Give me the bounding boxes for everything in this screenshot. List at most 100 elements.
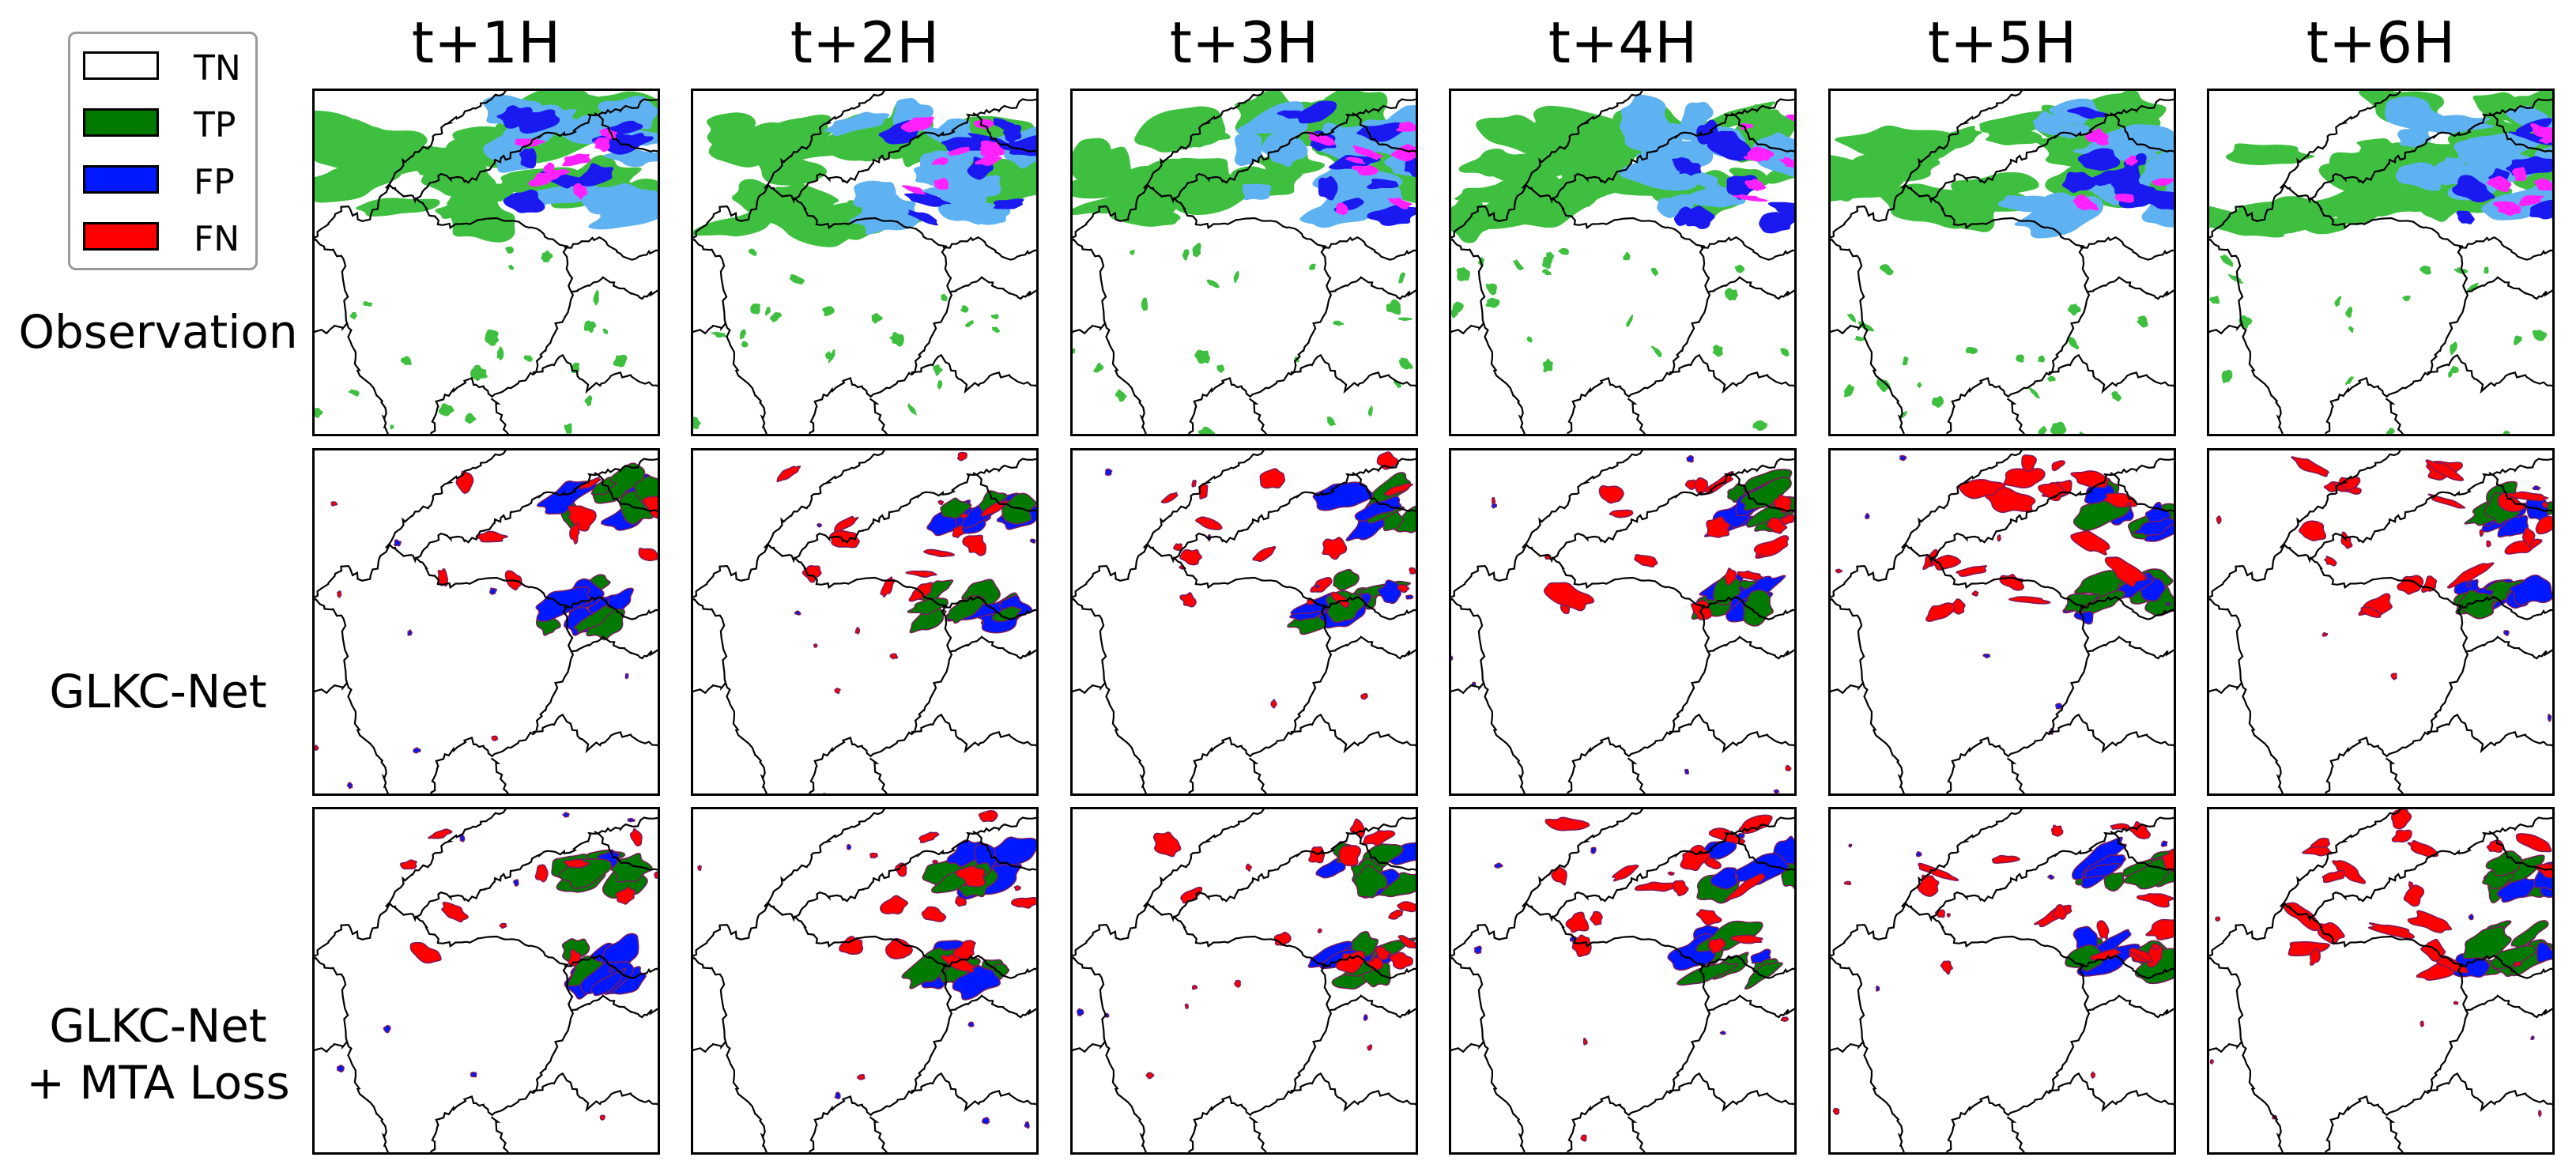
province-border (2385, 398, 2405, 436)
panel-frame (312, 807, 660, 1155)
category-cell-tp (573, 605, 616, 634)
province-border (1328, 635, 1418, 660)
province-border (691, 956, 768, 1155)
province-border (564, 596, 660, 620)
precip-cell (750, 303, 761, 315)
precip-cell (1734, 264, 1745, 273)
province-border (949, 635, 1039, 660)
category-cell-fp (2165, 601, 2171, 606)
province-border (1828, 96, 2176, 239)
precip-cell (1449, 198, 1492, 243)
category-cell-tp (2065, 944, 2103, 972)
precip-cell (991, 326, 1001, 334)
province-border (1828, 682, 1864, 695)
category-cell-fn (2321, 869, 2345, 884)
category-cell-fn (1832, 1107, 1840, 1115)
precip-cell (1318, 175, 1338, 201)
province-border (1070, 96, 1418, 239)
legend-swatch-tn (83, 51, 159, 80)
category-cell-fn (1940, 960, 1954, 975)
category-cell-fn (1010, 896, 1039, 909)
precip-cell (748, 248, 757, 256)
category-cell-fp (346, 782, 353, 790)
province-border (312, 322, 348, 335)
category-cell-tp (2510, 920, 2549, 948)
precip-cell (765, 307, 771, 316)
category-cell-fn (2051, 460, 2066, 472)
map-observation-t2 (691, 89, 1039, 436)
panel-frame (1070, 807, 1418, 1155)
category-cell-fn (2408, 881, 2414, 889)
category-cell-fn (1551, 866, 1567, 886)
legend-label-fp: FP (194, 162, 235, 202)
category-cell-fp (1077, 1008, 1084, 1016)
precip-cell (1916, 382, 1922, 389)
precip-cell (1450, 307, 1458, 318)
category-cell-fp (535, 586, 594, 623)
category-cell-fn (1695, 909, 1722, 925)
category-cell-fn (1609, 509, 1634, 518)
category-cell-fn (937, 499, 945, 505)
category-cell-fn (1252, 546, 1277, 563)
category-cell-fn (2419, 1020, 2424, 1027)
category-cell-fn (2447, 562, 2495, 589)
map-observation-t6 (2207, 89, 2555, 436)
category-cell-fn (399, 859, 417, 870)
category-cell-fn (2216, 515, 2222, 525)
precip-cell (562, 153, 591, 167)
precip-cell (2450, 365, 2459, 374)
precip-cell (789, 274, 805, 285)
precip-cell (1336, 202, 1348, 215)
precip-cell (1398, 357, 1413, 370)
province-border (1730, 112, 1797, 153)
province-border (1700, 596, 1797, 620)
precip-cell (588, 197, 660, 230)
precip-cell (507, 264, 515, 270)
category-cell-fp (1590, 846, 1597, 854)
category-cell-fp (1982, 654, 1991, 658)
province-border (1449, 597, 1526, 796)
precip-cell (543, 162, 555, 176)
province-border (2086, 994, 2176, 1019)
row-label-line: GLKC-Net (49, 999, 267, 1053)
category-cell-fn (2486, 540, 2491, 548)
category-cell-fn (2407, 910, 2452, 933)
category-cell-fn (1317, 928, 1322, 933)
category-cell-tp (1353, 865, 1388, 899)
precip-cell (2137, 315, 2148, 328)
province-border (1248, 1116, 1269, 1155)
precip-cell (1484, 153, 1578, 182)
category-cell-fp (413, 747, 421, 754)
category-cell-fn (776, 466, 801, 483)
precip-cell (918, 179, 985, 197)
province-border (942, 596, 1039, 620)
precip-cell (496, 105, 533, 129)
province-border (1449, 96, 1797, 239)
category-cell-fn (2324, 556, 2337, 567)
category-cell-fn (2403, 884, 2425, 907)
panel-glkc-net-t6 (2207, 448, 2555, 796)
category-cell-fn (1929, 554, 1962, 571)
map-glkc-net-t3 (1070, 448, 1418, 796)
category-cell-fn (962, 534, 986, 556)
map-glkc-net-mta-loss-t3 (1070, 807, 1418, 1155)
panel-glkc-net-t4 (1449, 448, 1797, 796)
precip-cell (2453, 267, 2469, 274)
category-cell-fn (1917, 874, 1940, 897)
province-border (532, 713, 660, 754)
precip-cell (1129, 250, 1135, 255)
category-cell-fn (2535, 515, 2555, 535)
province-border (1828, 322, 1864, 335)
column-title-1: t+1H (411, 9, 561, 76)
precip-cell (447, 180, 515, 212)
category-cell-fp (407, 629, 413, 636)
province-border (691, 814, 1039, 958)
province-border (1930, 556, 2091, 796)
province-border (312, 597, 389, 796)
precip-cell (1854, 336, 1866, 341)
category-cell-fn (1388, 909, 1404, 920)
panel-frame (1070, 89, 1418, 436)
province-border (1352, 472, 1418, 513)
province-border (1449, 956, 1526, 1155)
province-border (1828, 597, 1905, 796)
